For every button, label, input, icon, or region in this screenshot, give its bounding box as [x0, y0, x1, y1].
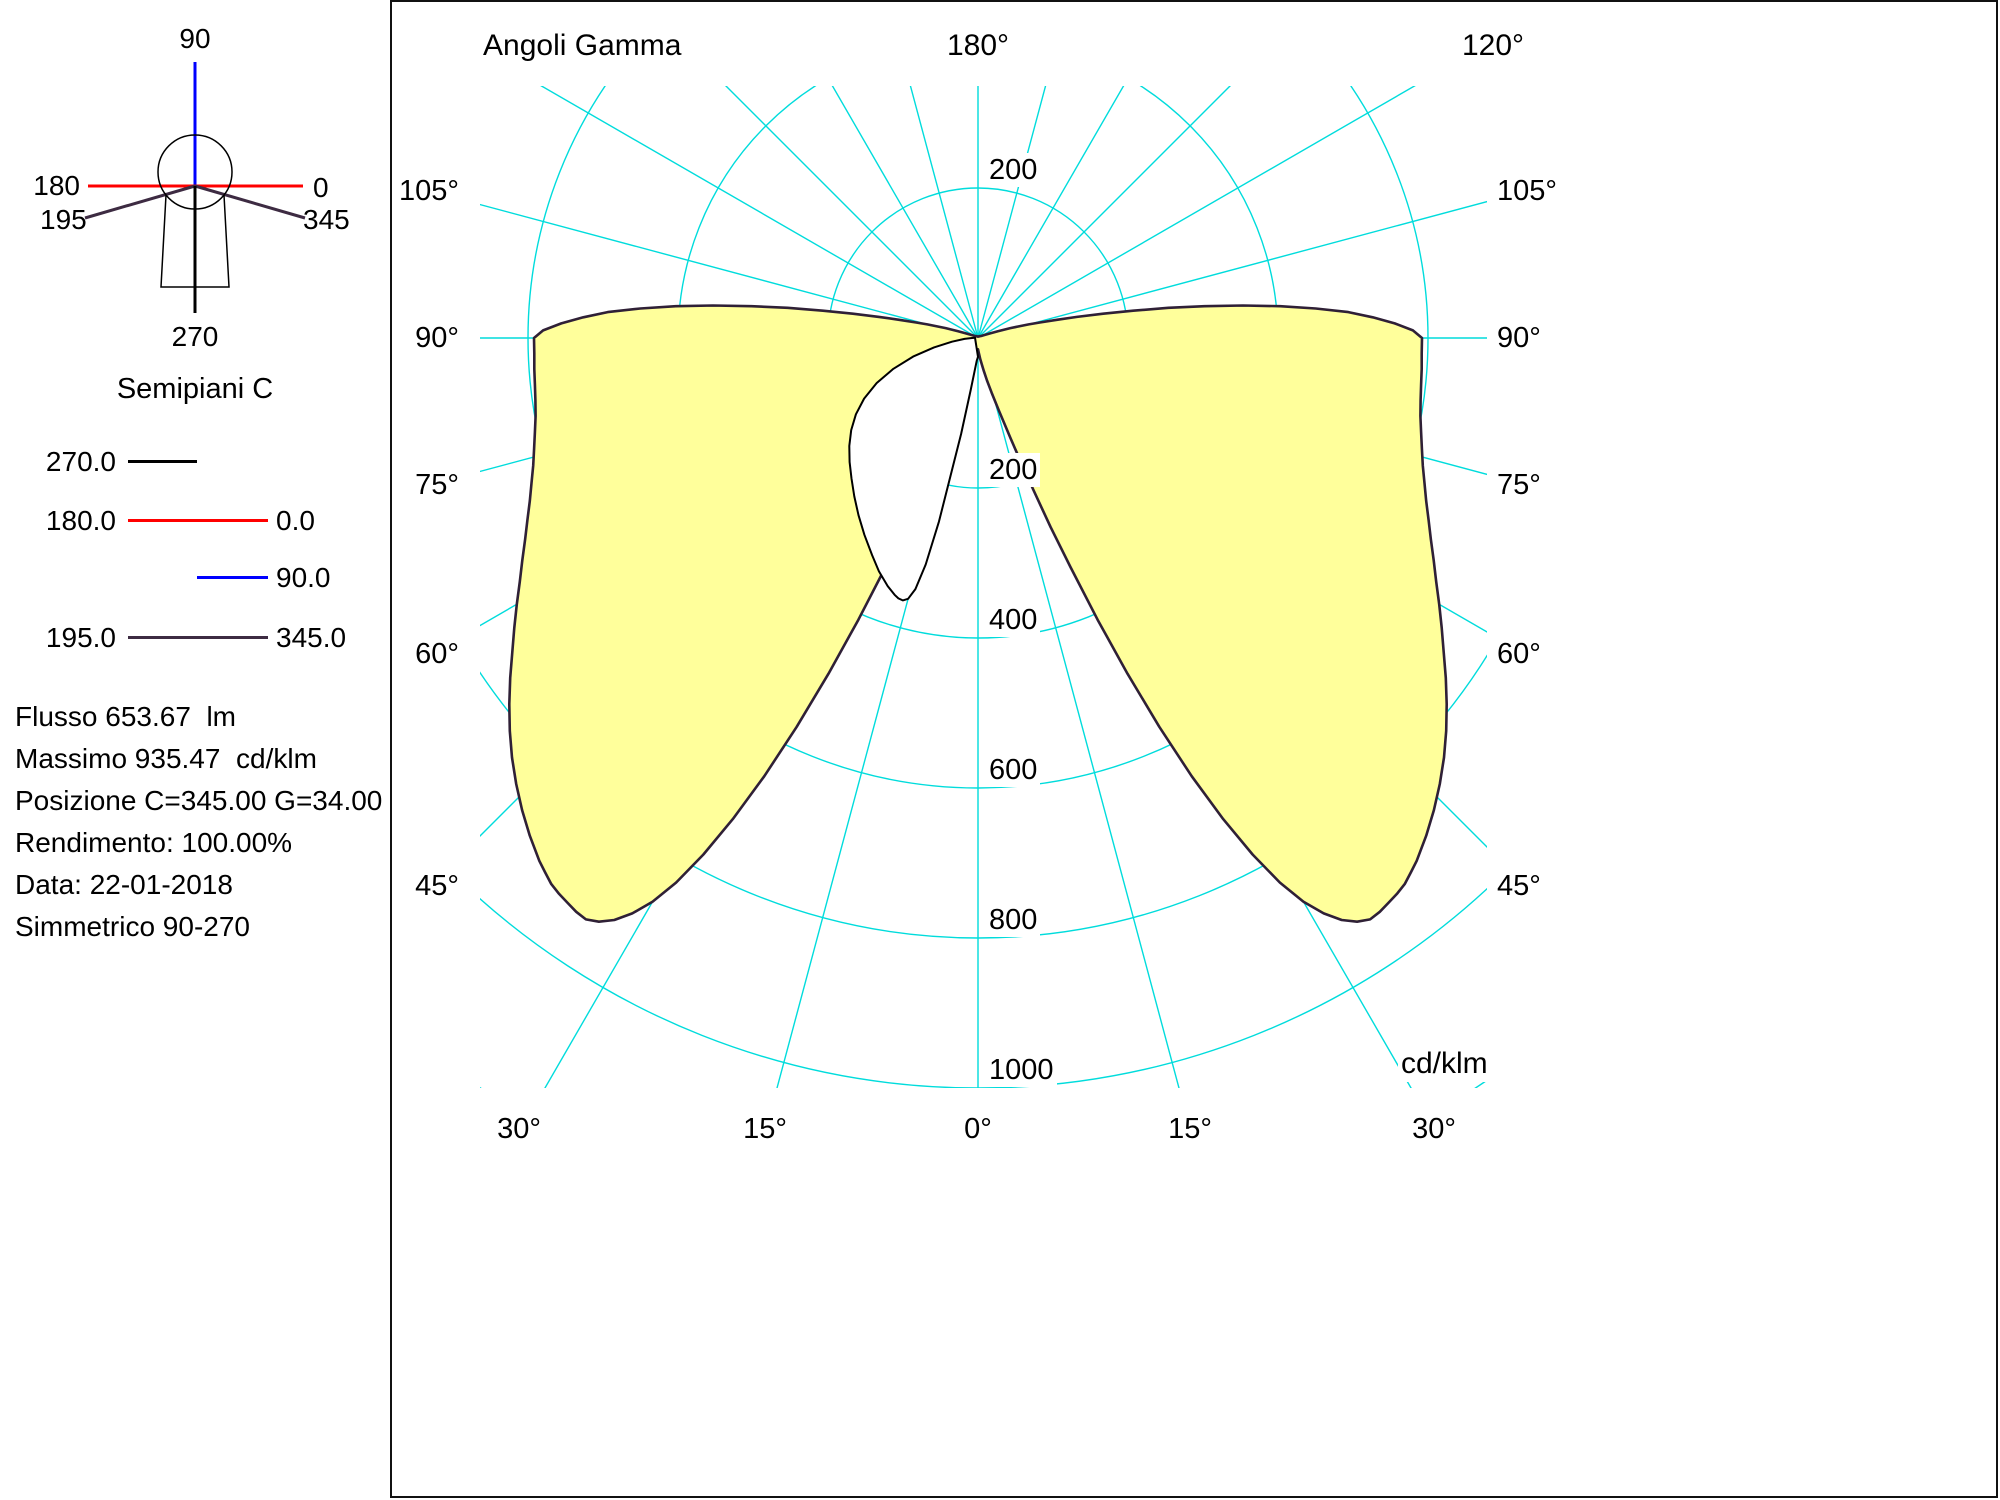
- grid-ray-210: [831, 86, 979, 339]
- gamma-label-left-105: 105°: [397, 174, 459, 208]
- gamma-label-bottom-15l: 15°: [743, 1113, 787, 1145]
- grid-ray-105: [977, 200, 1487, 339]
- legend-label-right: 90.0: [276, 562, 331, 593]
- ring-label-400: 400: [986, 603, 1041, 637]
- legend-line-3: [128, 636, 268, 639]
- gamma-label-left-75: 75°: [397, 468, 459, 502]
- axis-195-line: [84, 184, 196, 220]
- grid-ray-150: [977, 86, 1125, 339]
- legend-line-1: [128, 519, 268, 522]
- grid-ray-165: [977, 86, 1047, 339]
- semipiani-title: Semipiani C: [116, 373, 274, 405]
- semipiani-schematic: [84, 62, 306, 313]
- grid-ray-195: [909, 86, 979, 339]
- curve-c345-c195: [508, 304, 1448, 923]
- legend-row-195-345: 195.0 345.0: [0, 624, 390, 652]
- gamma-label-right-60: 60°: [1497, 637, 1559, 671]
- info-rendimento: Rendimento: 100.00%: [15, 827, 293, 858]
- gamma-label-left-90: 90°: [397, 321, 459, 355]
- info-simmetrico: Simmetrico 90-270: [15, 911, 250, 942]
- schematic-label-180: 180: [33, 170, 80, 201]
- info-posizione: Posizione C=345.00 G=34.00: [15, 785, 383, 816]
- gamma-label-left-45: 45°: [397, 869, 459, 903]
- lamp-bulb-outline: [157, 134, 233, 210]
- gamma-label-bottom-30r: 30°: [1412, 1113, 1456, 1145]
- gamma-label-bottom-15r: 15°: [1168, 1113, 1212, 1145]
- schematic-label-270: 270: [171, 321, 219, 352]
- left-panel: 90 180 0 195 345 270 Semipiani C 270.0 1…: [0, 0, 390, 1500]
- polar-title: Angoli Gamma: [483, 29, 682, 62]
- ring-label-1000: 1000: [986, 1053, 1057, 1087]
- gamma-label-right-75: 75°: [1497, 468, 1559, 502]
- gamma-label-right-45: 45°: [1497, 869, 1559, 903]
- ring-label-600: 600: [986, 753, 1041, 787]
- gamma-label-bottom-30l: 30°: [497, 1113, 541, 1145]
- info-flusso: Flusso 653.67 lm: [15, 701, 236, 732]
- polar-panel: Angoli Gamma 180° 120° 105° 90° 75° 60° …: [390, 0, 1998, 1498]
- grid-ray-120: [977, 86, 1416, 339]
- gamma-label-left-60: 60°: [397, 637, 459, 671]
- legend-label-left: 180.0: [45, 505, 116, 536]
- gamma-label-bottom-0: 0°: [964, 1113, 992, 1145]
- info-massimo: Massimo 935.47 cd/klm: [15, 743, 317, 774]
- gamma-label-right-90: 90°: [1497, 321, 1559, 355]
- grid-ray-225: [725, 86, 979, 339]
- polar-chart: [480, 86, 1487, 1088]
- lamp-body-outline: [160, 194, 230, 288]
- unit-label: cd/klm: [1398, 1046, 1491, 1082]
- gamma-label-right-105: 105°: [1497, 174, 1559, 208]
- grid-ray-135: [977, 86, 1231, 339]
- axis-345-line: [194, 184, 306, 220]
- schematic-label-0: 0: [313, 172, 329, 203]
- grid-ray-255: [480, 203, 979, 339]
- info-data: Data: 22-01-2018: [15, 869, 233, 900]
- schematic-label-90: 90: [179, 23, 211, 54]
- legend-row-270: 270.0: [0, 448, 390, 476]
- curve-c270: [848, 336, 979, 602]
- legend-label-left: 195.0: [45, 622, 116, 653]
- legend-row-180-0: 180.0 0.0: [0, 507, 390, 535]
- grid-ray-15: [977, 337, 1180, 1088]
- schematic-label-195: 195: [40, 204, 87, 235]
- ring-label-800: 800: [986, 903, 1041, 937]
- legend-line-0: [128, 460, 197, 463]
- legend-label-right: 345.0: [276, 622, 347, 653]
- ring-label-200-upper: 200: [986, 153, 1041, 187]
- schematic-label-345: 345: [303, 204, 350, 235]
- gamma-label-top-center: 180°: [946, 29, 1010, 62]
- ring-label-200: 200: [986, 453, 1041, 487]
- legend-label-left: 270.0: [45, 446, 116, 477]
- legend-label-right: 0.0: [276, 505, 315, 536]
- legend-line-2: [197, 576, 268, 579]
- legend-row-90: 90.0: [0, 564, 390, 592]
- gamma-label-top-right: 120°: [1462, 29, 1525, 62]
- grid-ray-240: [540, 86, 979, 339]
